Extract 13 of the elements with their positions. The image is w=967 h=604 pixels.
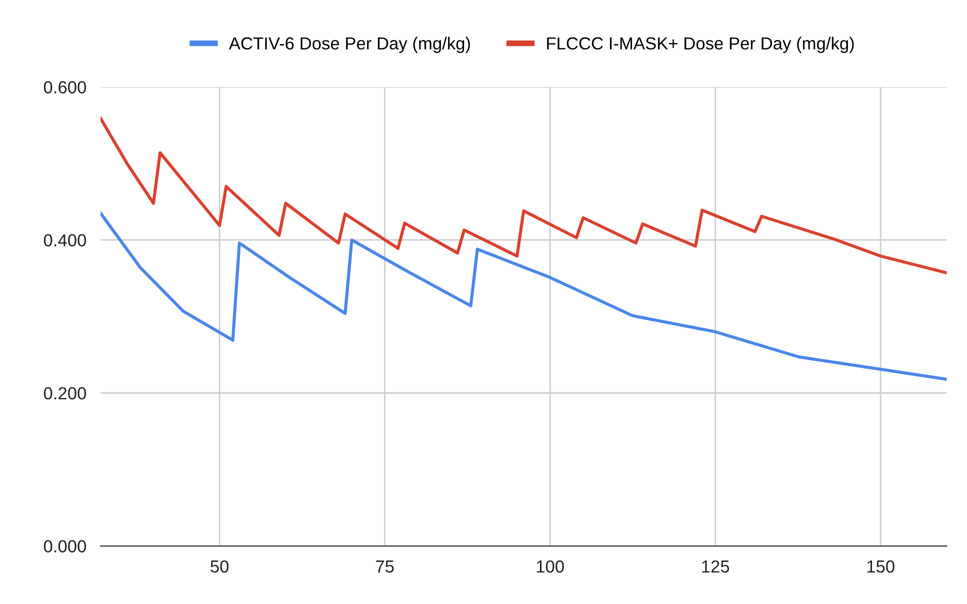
legend-label: FLCCC I-MASK+ Dose Per Day (mg/kg): [547, 36, 854, 53]
x-tick-label: 150: [867, 560, 894, 573]
legend-label: ACTIV-6 Dose Per Day (mg/kg): [228, 36, 470, 53]
y-tick-label: 0.200: [44, 387, 86, 400]
y-tick-label: 0.600: [44, 81, 86, 94]
x-tick-label: 75: [376, 560, 394, 573]
x-tick-label: 100: [536, 560, 564, 573]
line-series: [100, 116, 947, 274]
line-series: [100, 212, 947, 381]
x-tick-label: 125: [702, 560, 730, 573]
x-tick-label: 50: [210, 560, 229, 573]
y-tick-label: 0.000: [44, 540, 86, 552]
y-tick-label: 0.400: [44, 234, 86, 246]
